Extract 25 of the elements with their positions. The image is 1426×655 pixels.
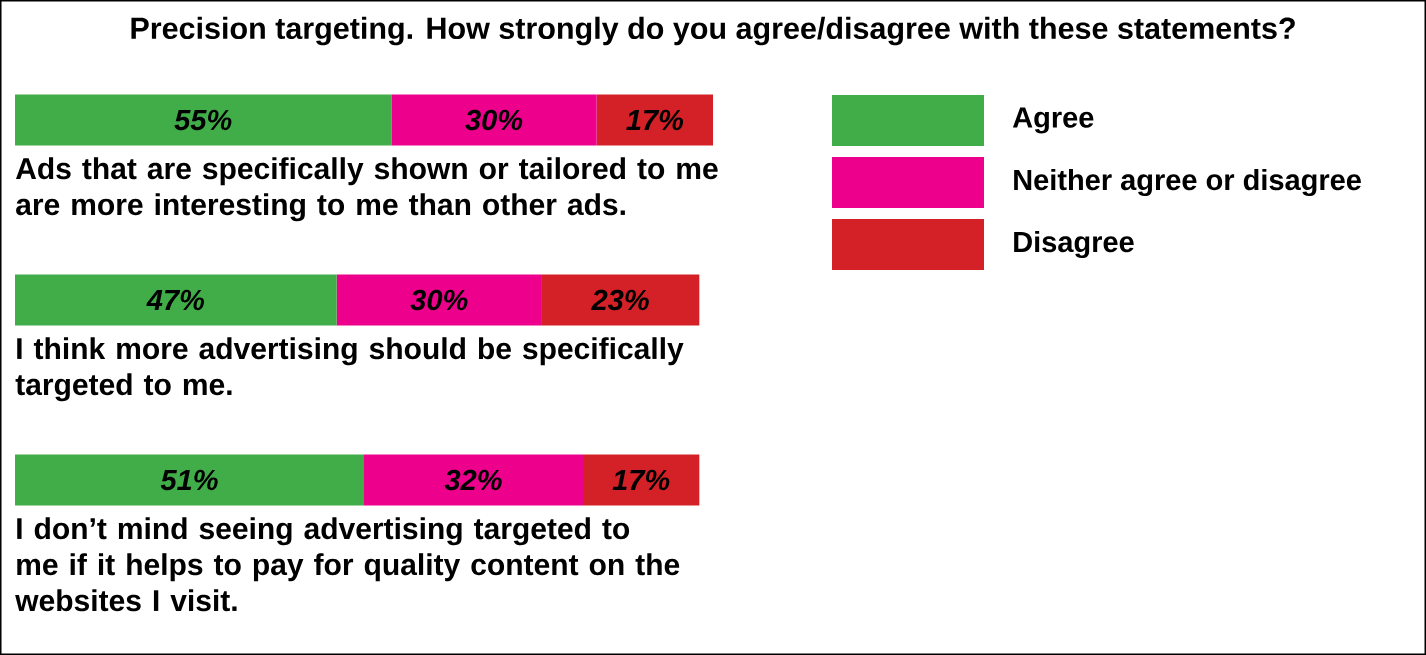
bar <box>15 274 337 326</box>
chart-title: Precision targeting. How strongly do you agree/disagree with these statements? <box>131 16 1295 46</box>
y-tick-label: I don’t mind seeing advertising targeted to me if it helps to pay for quality content on the websites I visit. <box>15 517 680 612</box>
data-label: 55% <box>174 109 232 131</box>
bar <box>15 454 365 506</box>
data-label: 23% <box>591 289 649 311</box>
data-label: 51% <box>160 469 218 491</box>
bar <box>582 454 700 506</box>
data-label: 30% <box>465 109 523 131</box>
data-label: 17% <box>612 469 670 491</box>
bar <box>391 94 597 146</box>
data-label: 47% <box>146 289 205 311</box>
data-label: 30% <box>410 289 468 311</box>
data-label: 17% <box>626 109 684 131</box>
data-label: 32% <box>444 469 502 491</box>
y-tick-label: Ads that are specifically shown or tailored to me are more interesting to me than other ads. <box>15 157 718 222</box>
text: Neither agree or disagree <box>1014 168 1361 197</box>
bar <box>596 94 714 146</box>
bar <box>15 94 392 146</box>
text: Agree <box>1012 107 1094 134</box>
bar <box>364 454 583 506</box>
y-tick-label: I think more advertising should be specifically targeted to me. <box>15 337 684 402</box>
bar <box>336 274 542 326</box>
bar <box>541 274 700 326</box>
text: Disagree <box>1014 230 1134 259</box>
